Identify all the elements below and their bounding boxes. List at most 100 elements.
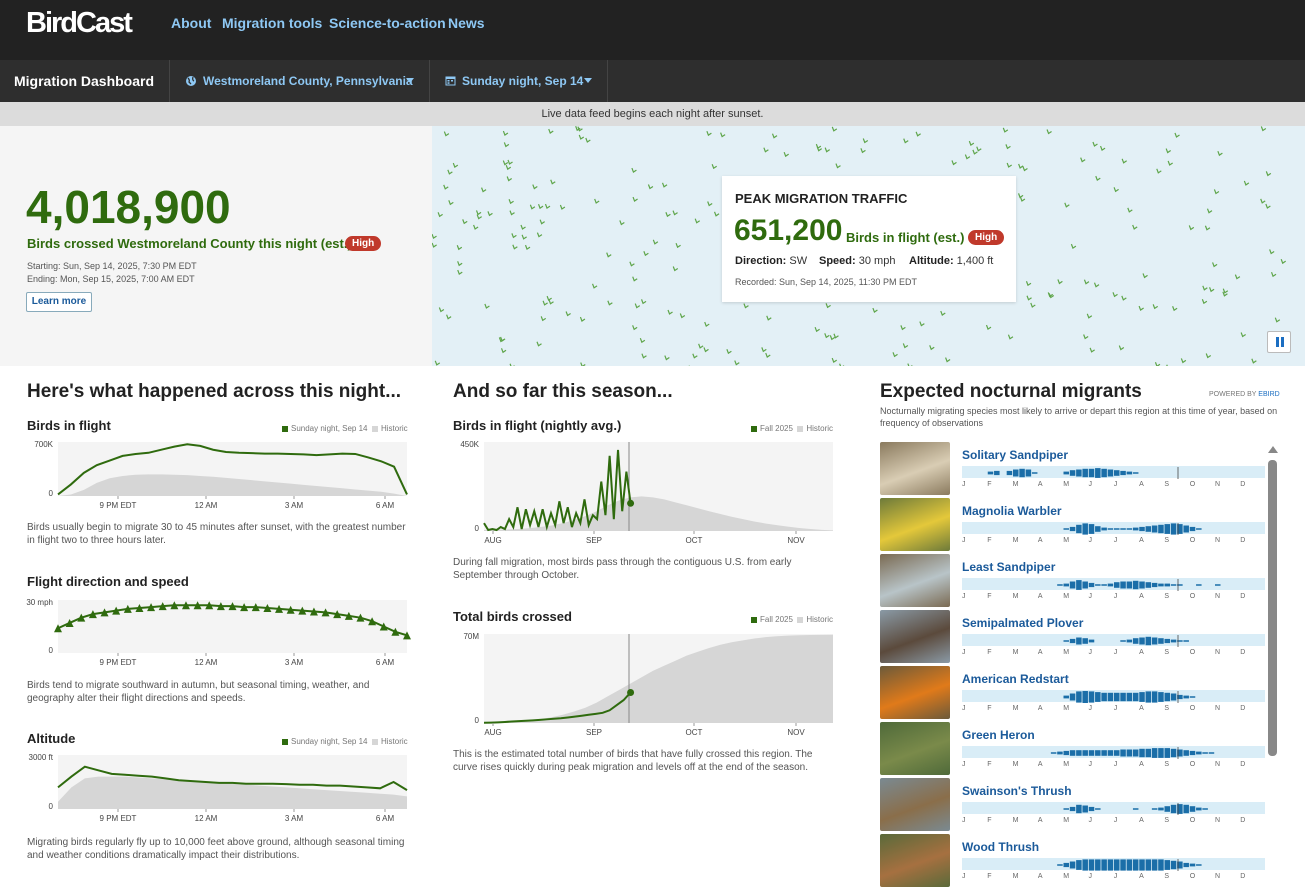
nav-science-to-action-link[interactable]: Science-to-action <box>329 15 446 31</box>
bird-marker <box>633 325 638 329</box>
month-label: M <box>1013 761 1019 768</box>
species-name[interactable]: Least Sandpiper <box>962 560 1055 574</box>
species-name[interactable]: Solitary Sandpiper <box>962 448 1068 462</box>
bird-marker <box>784 152 789 156</box>
month-label: O <box>1190 705 1195 712</box>
bird-marker <box>1261 199 1266 203</box>
powered-by-ebird[interactable]: POWERED BY EBIRD <box>1209 391 1280 398</box>
frequency-week-bar <box>1064 472 1070 475</box>
frequency-bar <box>962 466 1265 478</box>
bird-marker <box>537 233 542 237</box>
frequency-week-bar <box>1183 696 1189 699</box>
chevron-down-icon <box>406 78 414 83</box>
month-label: O <box>1190 593 1195 600</box>
species-photo[interactable] <box>880 554 950 607</box>
species-photo[interactable] <box>880 778 950 831</box>
frequency-week-bar <box>1127 859 1133 870</box>
species-name[interactable]: Swainson's Thrush <box>962 784 1072 798</box>
species-photo[interactable] <box>880 834 950 887</box>
frequency-week-bar <box>1095 692 1101 702</box>
bird-marker <box>1153 304 1158 308</box>
bird-marker <box>744 304 749 308</box>
frequency-week-bar <box>1152 526 1158 533</box>
frequency-histogram <box>962 803 1265 815</box>
frequency-week-bar <box>1120 471 1126 475</box>
bird-marker <box>1048 292 1053 296</box>
month-label: M <box>1013 817 1019 824</box>
month-label: J <box>1114 593 1118 600</box>
learn-more-button[interactable]: Learn more <box>26 292 92 312</box>
species-photo[interactable] <box>880 498 950 551</box>
frequency-bar <box>962 802 1265 814</box>
month-label: A <box>1139 649 1144 656</box>
month-label: M <box>1013 593 1019 600</box>
birds-crossed-count: 4,018,900 <box>26 180 231 234</box>
species-name[interactable]: Magnolia Warbler <box>962 504 1062 518</box>
species-name[interactable]: Wood Thrush <box>962 840 1039 854</box>
month-label: S <box>1164 593 1169 600</box>
species-name[interactable]: Semipalmated Plover <box>962 616 1083 630</box>
scroll-up-arrow[interactable] <box>1268 446 1278 453</box>
species-name[interactable]: American Redstart <box>962 672 1069 686</box>
frequency-week-bar <box>1183 526 1189 533</box>
x-axis-tick-label: AUG <box>484 728 501 737</box>
location-dropdown[interactable]: Westmoreland County, Pennsylvania <box>170 60 430 102</box>
peak-direction: Direction: SW <box>735 255 807 267</box>
bird-marker <box>1202 299 1207 303</box>
dashboard-title: Migration Dashboard <box>0 60 170 102</box>
frequency-week-bar <box>1120 640 1126 642</box>
bird-marker <box>541 316 546 320</box>
peak-title: PEAK MIGRATION TRAFFIC <box>735 191 907 206</box>
y-axis-max-label: 3000 ft <box>29 753 54 762</box>
species-photo[interactable] <box>880 610 950 663</box>
frequency-week-bar <box>1064 640 1070 642</box>
month-label: M <box>1063 649 1069 656</box>
frequency-week-bar <box>1095 526 1101 532</box>
frequency-week-bar <box>1095 859 1101 870</box>
bird-marker <box>547 296 552 300</box>
bird-marker <box>1006 144 1011 148</box>
birdcast-logo[interactable]: BirdCast <box>26 7 131 40</box>
bird-marker <box>1205 226 1210 230</box>
birds-in-flight-title: Birds in flight <box>27 418 111 433</box>
species-heading: Expected nocturnal migrants <box>880 381 1142 403</box>
peak-altitude: Altitude: 1,400 ft <box>909 255 993 267</box>
species-subtitle: Nocturnally migrating species most likel… <box>880 405 1280 429</box>
bird-marker <box>444 185 449 189</box>
nav-migration-tools-link[interactable]: Migration tools <box>222 15 322 31</box>
species-photo[interactable] <box>880 666 950 719</box>
bird-marker <box>815 327 820 331</box>
bird-marker <box>458 270 463 274</box>
month-label: M <box>1013 481 1019 488</box>
month-label: D <box>1240 817 1245 824</box>
frequency-week-bar <box>1190 806 1196 812</box>
frequency-week-bar <box>1152 748 1158 758</box>
nav-news-link[interactable]: News <box>448 15 485 31</box>
bird-marker <box>764 148 769 152</box>
bird-marker <box>1272 272 1277 276</box>
scrollbar-thumb[interactable] <box>1268 460 1277 756</box>
month-label: M <box>1013 873 1019 880</box>
nav-about-link[interactable]: About <box>171 15 211 31</box>
species-photo[interactable] <box>880 722 950 775</box>
x-axis-tick-label: OCT <box>686 536 703 545</box>
bird-marker <box>832 127 837 131</box>
species-photo[interactable] <box>880 442 950 495</box>
frequency-bar <box>962 690 1265 702</box>
bird-marker <box>521 225 526 229</box>
species-name[interactable]: Green Heron <box>962 728 1035 742</box>
bird-marker <box>1128 208 1133 212</box>
frequency-week-bar <box>1158 692 1164 702</box>
pause-button[interactable] <box>1267 331 1291 353</box>
bird-marker <box>632 168 637 172</box>
date-dropdown[interactable]: Sunday night, Sep 14 <box>430 60 608 102</box>
